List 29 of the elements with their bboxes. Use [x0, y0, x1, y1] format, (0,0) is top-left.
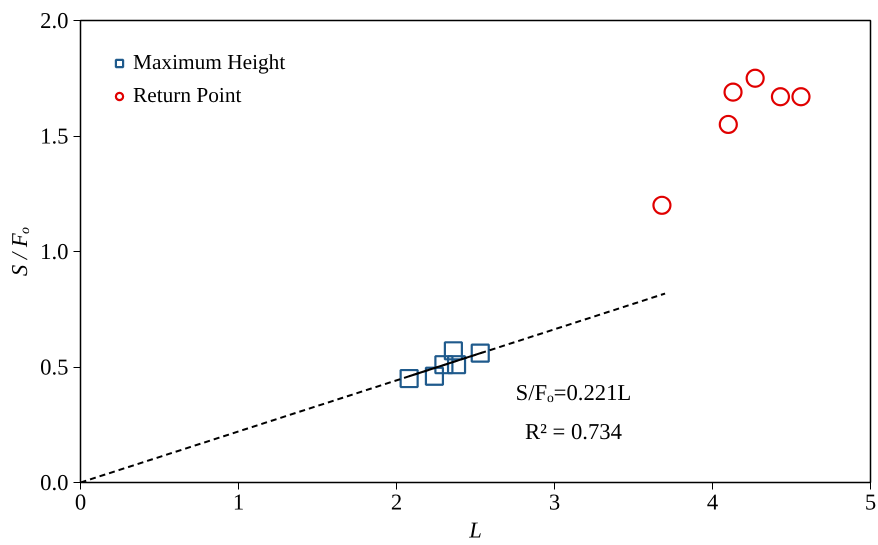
x-tick-label: 4	[706, 490, 718, 514]
point	[770, 87, 790, 106]
point	[791, 87, 811, 106]
x-tick-label: 1	[232, 490, 244, 514]
point	[746, 68, 765, 88]
annotation: R² = 0.734	[524, 419, 622, 444]
y-tick-label: 1.5	[40, 124, 69, 148]
x-tick-label: 3	[548, 490, 560, 514]
point	[470, 344, 490, 363]
point	[446, 355, 466, 374]
annotation: S/Fₒ=0.221L	[516, 380, 632, 405]
point	[434, 355, 454, 374]
x-tick-label: 2	[390, 490, 402, 514]
point	[400, 368, 419, 388]
y-axis-title: S / Fₒ	[7, 226, 32, 276]
point	[718, 114, 738, 134]
x-tick-label: 0	[74, 490, 86, 514]
y-tick-label: 2.0	[40, 8, 69, 33]
x-axis-title: L	[468, 518, 482, 542]
legend-label: Return Point	[133, 83, 242, 108]
point	[424, 366, 444, 386]
legend-label: Maximum Height	[133, 50, 286, 75]
point	[444, 341, 463, 360]
y-tick-label: 1.0	[40, 239, 69, 264]
point	[723, 82, 743, 102]
y-tick-label: 0.5	[40, 354, 69, 380]
x-tick-label: 5	[864, 490, 876, 514]
point	[652, 196, 672, 215]
y-tick-label: 0.0	[40, 470, 69, 495]
